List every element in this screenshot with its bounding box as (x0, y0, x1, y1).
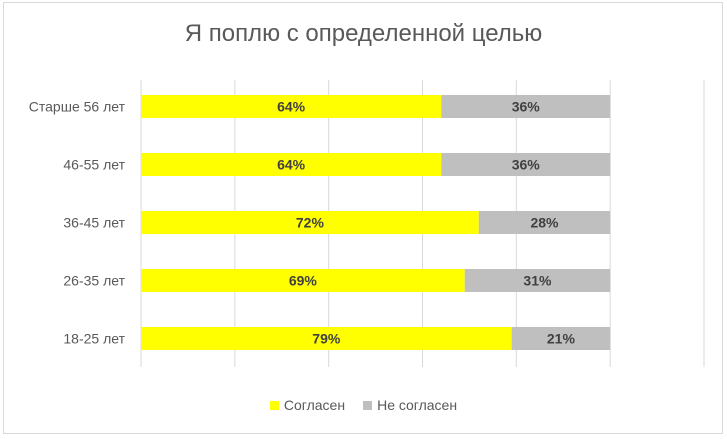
bar-segment-disagree (511, 327, 611, 350)
chart-title: Я поплю с определенной целью (184, 20, 543, 47)
legend-swatch-disagree (363, 400, 373, 410)
data-label: 21% (547, 331, 576, 347)
bar-segment-agree (141, 327, 512, 350)
data-label: 72% (296, 215, 325, 231)
data-label: 64% (277, 99, 306, 115)
data-label: 36% (512, 99, 541, 115)
bar-segment-disagree (478, 211, 611, 234)
legend-label-agree: Согласен (283, 397, 346, 413)
legend-item-disagree: Не согласен (363, 397, 457, 413)
data-label: 64% (277, 157, 306, 173)
bar-segment-disagree (441, 95, 611, 118)
category-label: 18-25 лет (63, 331, 125, 347)
data-label: 28% (530, 215, 559, 231)
legend-item-agree: Согласен (269, 397, 346, 413)
category-label: 36-45 лет (63, 215, 125, 231)
bar-segment-agree (141, 95, 442, 118)
data-label: 69% (289, 273, 318, 289)
legend-label-disagree: Не согласен (377, 397, 458, 413)
bar-segment-agree (141, 269, 465, 292)
category-label: 46-55 лет (63, 157, 125, 173)
data-label: 31% (523, 273, 552, 289)
data-label: 79% (312, 331, 341, 347)
category-label: Старше 56 лет (29, 99, 126, 115)
bar-segment-disagree (441, 153, 611, 176)
data-label: 36% (512, 157, 541, 173)
category-label: 26-35 лет (63, 273, 125, 289)
bar-segment-disagree (464, 269, 611, 292)
chart-frame (3, 2, 723, 434)
bar-segment-agree (141, 211, 479, 234)
bar-segment-agree (141, 153, 442, 176)
legend-swatch-agree (269, 400, 279, 410)
legend: Согласен Не согласен (0, 397, 727, 413)
